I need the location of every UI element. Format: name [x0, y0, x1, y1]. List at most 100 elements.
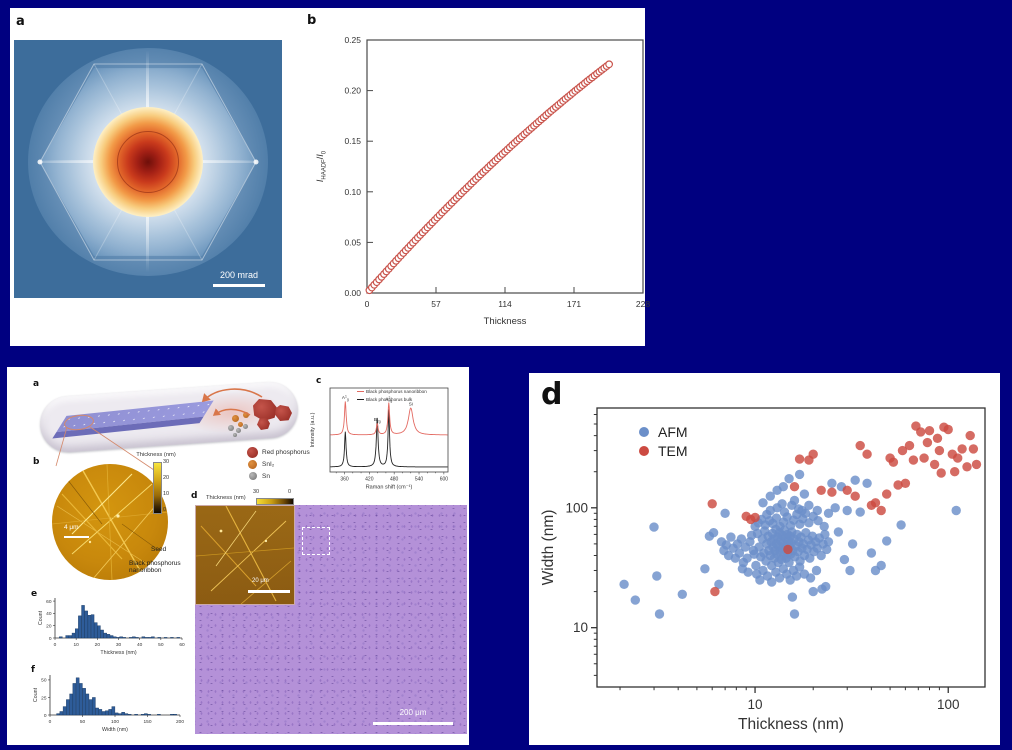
- panel-label-a: a: [33, 379, 40, 389]
- svg-text:10: 10: [73, 642, 79, 648]
- width-thickness-scatter-chart: 10 100 10 100 Thickness (nm) Width (nm) AFM TEM: [540, 407, 986, 733]
- svg-text:10: 10: [748, 697, 763, 712]
- width-histogram-chart: 0 50 100 150 200 0 25 50 Width (nm) Count: [33, 675, 184, 733]
- svg-text:0.00: 0.00: [344, 288, 361, 298]
- inset-scalebar-label: 20 μm: [252, 578, 269, 584]
- colorbar-title: Thickness (nm): [136, 452, 176, 458]
- legend-label-sni2: SnI₂: [262, 461, 275, 468]
- svg-text:Si: Si: [409, 402, 413, 407]
- afm-inset-image: 20 μm: [195, 505, 295, 605]
- svg-text:171: 171: [567, 299, 581, 309]
- axes: 10 100 10 100 Thickness (nm) Width (nm): [540, 414, 960, 733]
- legend-swatch-sn: [249, 472, 257, 480]
- peak-labels: A1g B2g A2g Si: [342, 394, 413, 423]
- figure-width-thickness: d 10 100 10 100 Thickness (nm) Width (nm) AFM T…: [529, 373, 1000, 745]
- sn-sphere: [233, 433, 237, 437]
- histogram-plot: 0 10 20 30 40 50 60 0 20 40 60 Thickness (nm) Count: [38, 598, 185, 656]
- scatter-legend: AFM TEM: [639, 424, 688, 459]
- bars: [56, 677, 177, 716]
- cbed-scalebar: [213, 284, 265, 287]
- svg-text:25: 25: [41, 695, 47, 701]
- afm-image-circle: 4 μm: [52, 464, 168, 580]
- thickness-colorbar-horizontal: [256, 498, 294, 505]
- roi-dashed-square: [302, 527, 330, 555]
- svg-text:20: 20: [46, 623, 52, 629]
- panel-label-b: b: [33, 457, 40, 467]
- svg-text:IHAADF/I0: IHAADF/I0: [315, 150, 328, 182]
- svg-text:150: 150: [143, 719, 151, 725]
- svg-text:60: 60: [46, 599, 52, 605]
- svg-text:360: 360: [340, 477, 349, 483]
- svg-text:0: 0: [49, 719, 52, 725]
- series-afm: [619, 469, 961, 619]
- svg-text:10: 10: [573, 620, 588, 635]
- haadf-intensity-chart: 0 57 114 171 228 0.00 0.05 0.10 0.15 0.20 0.25 Thic…: [315, 35, 650, 327]
- svg-text:Thickness: Thickness: [484, 316, 527, 327]
- figure-synthesis: a Red phosphorus SnI₂ Sn b: [7, 367, 469, 745]
- colorbar-tick: 30: [163, 459, 170, 465]
- raman-spectra-chart: 360 420 480 540 600 Raman shift (cm⁻¹) Intensi…: [310, 387, 449, 491]
- inset-streaks: [196, 506, 294, 604]
- svg-text:600: 600: [440, 477, 449, 483]
- svg-text:60: 60: [179, 642, 185, 648]
- axes: 0 50 100 150 200 0 25 50 Width (nm) Count: [33, 678, 184, 733]
- annotation-nanoribbon: Black phosphorus nanoribbon: [129, 560, 181, 575]
- histogram-plot: 0 50 100 150 200 0 25 50 Width (nm) Count: [33, 675, 184, 733]
- svg-text:50: 50: [80, 719, 86, 725]
- panel-label-d: d: [541, 377, 563, 412]
- svg-text:0: 0: [365, 299, 370, 309]
- data-points: [365, 60, 614, 295]
- svg-text:AFM: AFM: [658, 424, 688, 440]
- colorbar-d-max: 30: [253, 489, 260, 495]
- svg-text:0.10: 0.10: [344, 187, 361, 197]
- svg-text:40: 40: [46, 611, 52, 617]
- legend-swatch-red-phosphorus: [247, 447, 258, 458]
- svg-text:40: 40: [137, 642, 143, 648]
- svg-text:Count: Count: [33, 687, 39, 702]
- annotation-seed: Seed: [151, 546, 167, 553]
- red-phosphorus-chunk: [257, 418, 270, 430]
- svg-text:0: 0: [49, 636, 52, 642]
- svg-text:100: 100: [937, 697, 960, 712]
- svg-text:0.25: 0.25: [344, 35, 361, 45]
- red-phosphorus-chunk: [253, 399, 277, 421]
- optical-scalebar-label: 200 μm: [399, 708, 427, 717]
- svg-text:100: 100: [111, 719, 119, 725]
- colorbar-tick: 20: [163, 475, 170, 481]
- panel-label-e: e: [31, 589, 38, 599]
- thickness-colorbar-vertical: [153, 462, 162, 514]
- red-phosphorus-chunk: [275, 405, 292, 421]
- sni2-sphere: [238, 422, 243, 427]
- svg-text:200: 200: [176, 719, 184, 725]
- colorbar-d-min: 0: [288, 489, 292, 495]
- panel-label-f: f: [31, 665, 35, 675]
- afm-scalebar-label: 4 μm: [64, 524, 79, 531]
- axes: 0 57 114 171 228 0.00 0.05 0.10 0.15 0.20 0.25 Thic…: [315, 35, 650, 327]
- svg-text:Thickness (nm): Thickness (nm): [100, 650, 136, 656]
- svg-text:420: 420: [365, 477, 374, 483]
- svg-text:20: 20: [95, 642, 101, 648]
- sn-sphere: [243, 424, 248, 429]
- panel-label-d: d: [191, 491, 198, 501]
- svg-text:0.20: 0.20: [344, 86, 361, 96]
- svg-text:A2g: A2g: [385, 396, 392, 403]
- sn-sphere: [236, 428, 241, 433]
- svg-text:Width (nm): Width (nm): [102, 727, 128, 733]
- svg-text:Thickness (nm): Thickness (nm): [738, 716, 844, 733]
- panel-label-c: c: [316, 376, 322, 386]
- afm-scalebar: [64, 536, 89, 538]
- bars: [59, 605, 180, 639]
- svg-text:TEM: TEM: [658, 443, 688, 459]
- panel-label-b: b: [307, 13, 317, 28]
- sni2-sphere: [232, 415, 239, 422]
- svg-text:480: 480: [390, 477, 399, 483]
- legend-label-red-phosphorus: Red phosphorus: [262, 449, 310, 456]
- svg-text:Black phosphorus nanoribbon: Black phosphorus nanoribbon: [366, 389, 427, 394]
- svg-text:100: 100: [565, 500, 588, 515]
- thickness-histogram-chart: 0 10 20 30 40 50 60 0 20 40 60 Thickness (nm) Count: [38, 598, 185, 656]
- colorbar-tick: 10: [163, 491, 170, 497]
- legend-label-sn: Sn: [262, 473, 270, 480]
- sni2-sphere: [243, 412, 249, 418]
- axes: 360 420 480 540 600 Raman shift (cm⁻¹) Intensi…: [310, 412, 448, 490]
